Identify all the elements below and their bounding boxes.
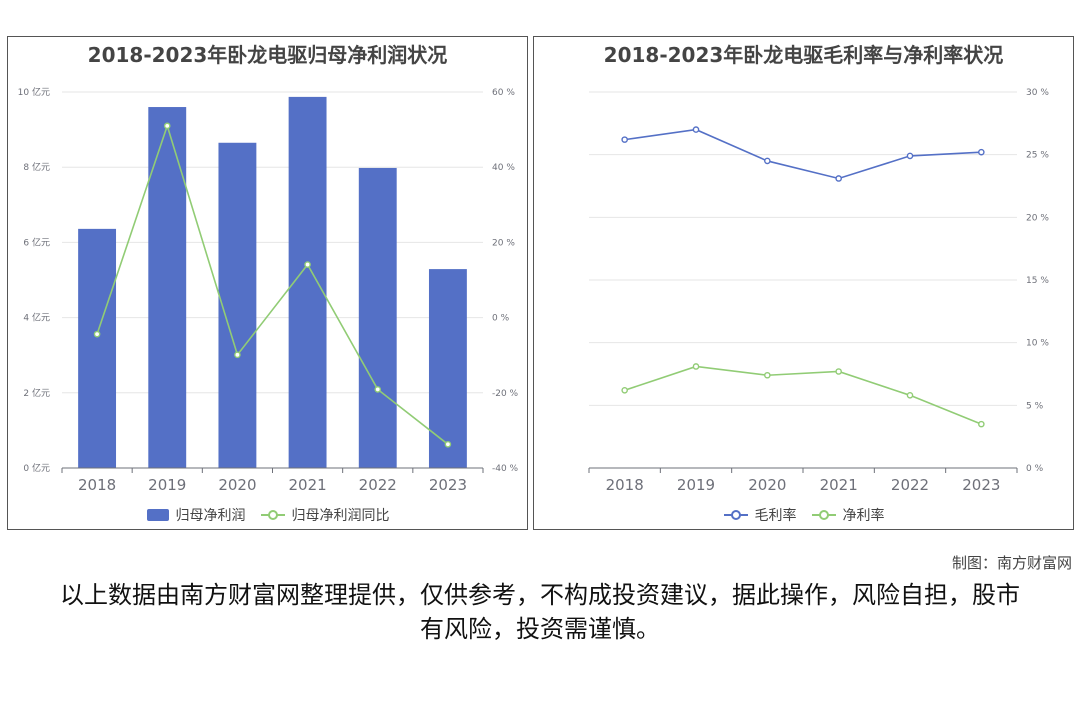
legend-item-net-margin[interactable]: 净利率: [811, 505, 885, 525]
chart-credit: 制图：南方财富网: [951, 554, 1072, 572]
y-right-tick-label: -20 %: [492, 389, 519, 399]
y-right-tick-label: 5 %: [1026, 401, 1044, 411]
legend-item-gross-margin[interactable]: 毛利率: [723, 505, 797, 525]
chart-legend: 归母净利润 归母净利润同比: [8, 505, 527, 525]
data-point: [906, 392, 914, 399]
data-point: [444, 441, 452, 448]
bar: [148, 107, 187, 468]
y-right-tick-label: 15 %: [1026, 276, 1049, 286]
x-tick-label: 2019: [148, 476, 186, 494]
data-point: [621, 386, 628, 394]
x-tick-label: 2021: [288, 476, 326, 494]
x-tick-label: 2019: [677, 476, 715, 494]
series-line: [624, 128, 982, 180]
y-right-tick-label: -40 %: [492, 464, 519, 474]
data-point: [374, 386, 382, 393]
chart-title: 2018-2023年卧龙电驱归母净利润状况: [87, 43, 448, 67]
y-right-tick-label: 0 %: [1026, 464, 1044, 474]
bar: [288, 96, 327, 468]
bar: [78, 228, 117, 468]
chart-panel-left: 2018-2023年卧龙电驱归母净利润状况 0 亿元 2 亿元 4 亿元 6 亿元 8 …: [7, 36, 528, 530]
y-left-tick-label: 4 亿元: [23, 312, 50, 324]
y-right-tick-label: 25 %: [1026, 151, 1049, 161]
chart-plot-left: 0 亿元 2 亿元 4 亿元 6 亿元 8 亿元 10 亿元 -40 % -20 % 0 % 20…: [18, 86, 519, 494]
y-left-tick-label: 10 亿元: [18, 86, 50, 98]
x-tick-label: 2023: [962, 476, 1000, 494]
data-point: [835, 175, 842, 182]
data-point: [304, 261, 311, 268]
data-point: [234, 351, 241, 359]
legend-label: 归母净利润: [175, 508, 246, 524]
data-point: [764, 371, 771, 379]
x-tick-label: 2018: [606, 476, 644, 494]
y-right-tick-label: 40 %: [492, 163, 515, 173]
legend-line-swatch: [260, 510, 285, 520]
data-point: [692, 126, 700, 133]
y-left-tick-label: 2 亿元: [23, 387, 50, 399]
chart-title: 2018-2023年卧龙电驱毛利率与净利率状况: [603, 43, 1004, 67]
x-tick-label: 2020: [218, 476, 256, 494]
x-tick-label: 2021: [820, 476, 858, 494]
y-right-tick-label: 20 %: [1026, 213, 1049, 223]
y-left-tick-label: 6 亿元: [23, 236, 50, 248]
data-point: [163, 122, 171, 130]
chart-legend: 毛利率 净利率: [534, 505, 1073, 525]
data-point: [835, 368, 842, 375]
x-tick-label: 2022: [891, 476, 929, 494]
legend-line-swatch: [811, 510, 836, 520]
y-left-tick-label: 8 亿元: [23, 161, 50, 173]
legend-item-net-profit-yoy[interactable]: 归母净利润同比: [260, 505, 390, 525]
data-point: [93, 330, 101, 338]
x-tick-label: 2022: [359, 476, 397, 494]
bar: [358, 167, 397, 468]
bar: [218, 142, 257, 468]
data-point: [978, 148, 985, 156]
series-line: [96, 123, 449, 445]
y-left-tick-label: 0 亿元: [23, 462, 50, 474]
data-point: [906, 152, 914, 160]
y-right-tick-label: 60 %: [492, 88, 515, 98]
x-tick-label: 2018: [78, 476, 116, 494]
legend-item-net-profit[interactable]: 归母净利润: [146, 505, 246, 525]
x-tick-label: 2020: [748, 476, 786, 494]
y-right-tick-label: 30 %: [1026, 88, 1049, 98]
series-line: [624, 365, 982, 425]
y-right-tick-label: 10 %: [1026, 339, 1049, 349]
data-point: [692, 363, 700, 370]
x-tick-label: 2023: [429, 476, 467, 494]
data-point: [978, 420, 985, 428]
legend-label: 归母净利润同比: [291, 508, 390, 524]
y-right-tick-label: 0 %: [492, 314, 510, 324]
legend-label: 净利率: [842, 508, 885, 524]
bar: [428, 269, 467, 468]
legend-bar-swatch: [146, 509, 169, 521]
legend-label: 毛利率: [754, 508, 797, 524]
data-point: [764, 157, 771, 165]
chart-plot-right: 0 % 5 % 10 % 15 % 20 % 25 % 30 % 2018 2019 2020 20…: [588, 88, 1049, 494]
disclaimer-text: 以上数据由南方财富网整理提供，仅供参考，不构成投资建议，据此操作，风险自担，股市…: [60, 581, 1020, 643]
y-right-tick-label: 20 %: [492, 238, 515, 248]
legend-line-swatch: [723, 510, 748, 520]
data-point: [621, 136, 628, 143]
chart-panel-right: 2018-2023年卧龙电驱毛利率与净利率状况 0 % 5 % 10 % 15 % 20…: [533, 36, 1074, 530]
